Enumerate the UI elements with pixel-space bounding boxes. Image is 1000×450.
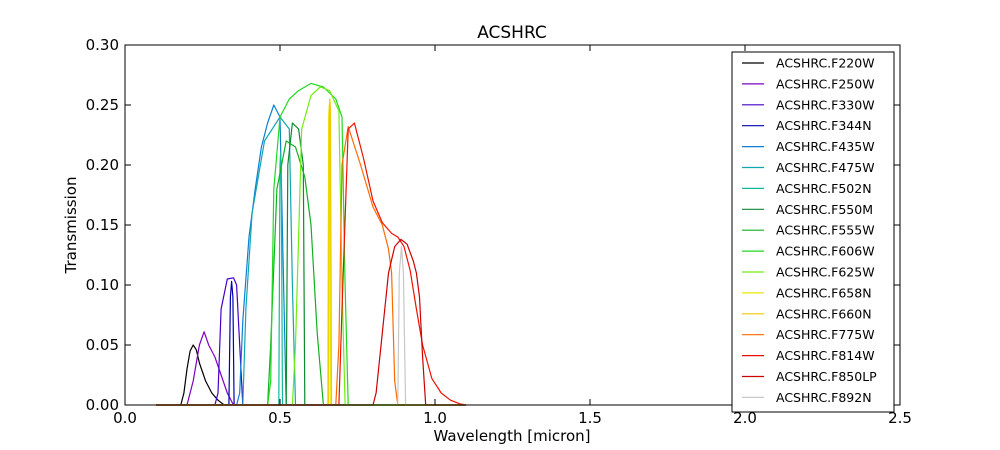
x-tick-label: 1.0 <box>423 409 447 427</box>
x-tick-label: 2.5 <box>888 409 912 427</box>
series-line-1 <box>156 331 466 406</box>
legend-box <box>731 51 895 413</box>
legend: ACSHRC.F220W ACSHRC.F250W ACSHRC.F330W ACSH… <box>731 51 895 413</box>
series-line-15 <box>156 238 466 406</box>
series-line-11 <box>156 104 466 406</box>
series-line-12 <box>156 98 466 406</box>
legend-label-10: ACSHRC.F625W <box>776 265 875 280</box>
series-line-10 <box>156 86 466 406</box>
legend-label-8: ACSHRC.F555W <box>776 223 875 238</box>
series-line-14 <box>156 122 467 406</box>
y-tick-label: 0.15 <box>86 216 119 234</box>
x-tick-label: 0.0 <box>113 409 137 427</box>
y-tick-label: 0.05 <box>86 336 119 354</box>
series-line-5 <box>156 116 466 406</box>
legend-label-5: ACSHRC.F475W <box>776 160 875 175</box>
legend-label-13: ACSHRC.F775W <box>776 327 875 342</box>
series-line-6 <box>156 152 466 406</box>
x-tick-label: 2.0 <box>733 409 757 427</box>
legend-label-11: ACSHRC.F658N <box>776 285 872 300</box>
series-line-9 <box>156 82 466 406</box>
series-line-2 <box>156 277 466 406</box>
legend-label-4: ACSHRC.F435W <box>776 139 875 154</box>
legend-label-9: ACSHRC.F606W <box>776 244 875 259</box>
legend-label-6: ACSHRC.F502N <box>776 181 872 196</box>
y-axis: 0.00 0.05 0.10 0.15 0.20 0.25 0.30 <box>86 36 900 414</box>
legend-label-12: ACSHRC.F660N <box>776 306 872 321</box>
y-axis-label: Transmission <box>62 177 80 275</box>
legend-label-1: ACSHRC.F250W <box>776 76 875 91</box>
x-axis: 0.0 0.5 1.0 1.5 2.0 2.5 <box>113 45 912 427</box>
legend-label-3: ACSHRC.F344N <box>776 118 872 133</box>
x-tick-label: 0.5 <box>268 409 292 427</box>
series-line-13 <box>156 126 466 406</box>
y-tick-label: 0.25 <box>86 96 119 114</box>
y-tick-label: 0.10 <box>86 276 119 294</box>
legend-label-16: ACSHRC.F892N <box>776 390 872 405</box>
legend-label-0: ACSHRC.F220W <box>776 56 875 71</box>
legend-label-14: ACSHRC.F814W <box>776 348 875 363</box>
chart-title: ACSHRC <box>477 23 547 43</box>
y-tick-label: 0.00 <box>86 396 119 414</box>
series-line-4 <box>156 104 466 406</box>
y-tick-label: 0.20 <box>86 156 119 174</box>
x-tick-label: 1.5 <box>578 409 602 427</box>
series-line-0 <box>156 344 466 406</box>
series-line-7 <box>156 122 466 406</box>
legend-label-2: ACSHRC.F330W <box>776 97 875 112</box>
legend-label-15: ACSHRC.F850LP <box>776 369 877 384</box>
legend-label-7: ACSHRC.F550M <box>776 202 873 217</box>
series-line-8 <box>156 140 466 406</box>
y-tick-label: 0.30 <box>86 36 119 54</box>
x-axis-label: Wavelength [micron] <box>433 427 590 445</box>
plot-lines <box>156 82 467 406</box>
